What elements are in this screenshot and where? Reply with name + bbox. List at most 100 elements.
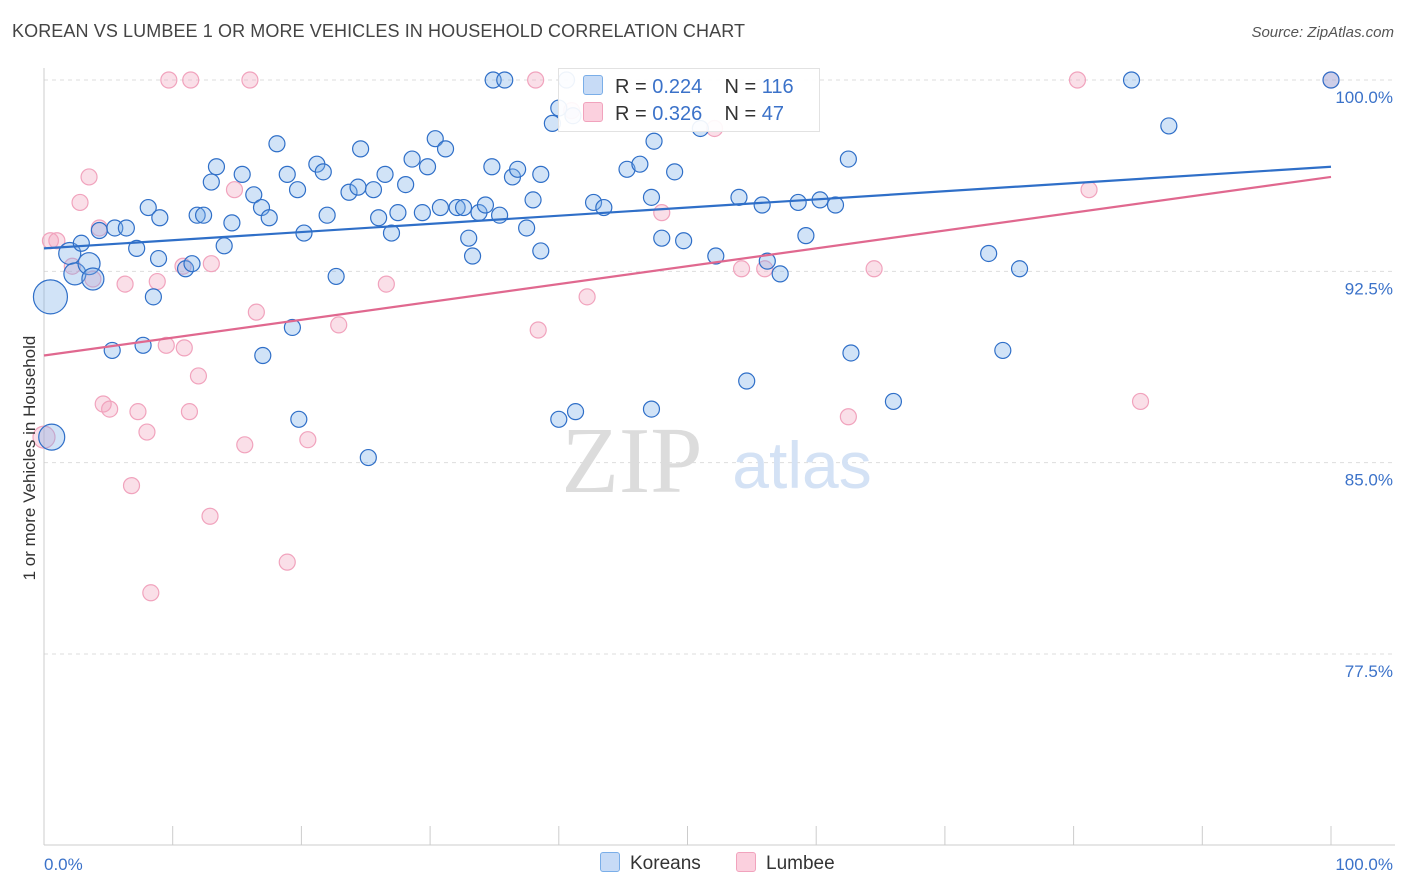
korean-point (653, 229, 671, 247)
y-axis-label: 1 or more Vehicles in Household (20, 335, 39, 581)
lumbee-point (160, 71, 178, 89)
koreans-n-value: 116 (761, 76, 794, 98)
gridlines (44, 79, 1395, 655)
korean-point (496, 71, 514, 89)
korean-point (268, 135, 286, 153)
korean-point (413, 204, 431, 222)
korean-point (753, 196, 771, 214)
lumbee-point (175, 339, 193, 357)
korean-point (183, 255, 201, 273)
watermark: ZIP atlas (562, 409, 872, 513)
korean-point (789, 193, 807, 212)
lumbee-point (865, 260, 883, 278)
koreans-swatch (583, 75, 603, 95)
chart-title: KOREAN VS LUMBEE 1 OR MORE VEHICLES IN H… (12, 21, 746, 41)
korean-point (524, 191, 542, 209)
korean-point (483, 158, 501, 176)
korean-point (364, 181, 383, 199)
lumbee-point (101, 400, 119, 418)
lumbee-point (732, 260, 751, 278)
source-label: Source: ZipAtlas.com (1251, 24, 1394, 41)
bottom-legend-lumbee: Lumbee (736, 852, 835, 876)
korean-point (233, 165, 251, 183)
korean-point (448, 198, 466, 217)
korean-point (340, 183, 358, 201)
korean-point (352, 140, 370, 158)
watermark-atlas: atlas (732, 428, 871, 502)
lumbee-trend-line (43, 175, 1332, 357)
korean-point (426, 130, 444, 148)
lumbee-point (71, 193, 89, 212)
korean-point (476, 196, 495, 214)
korean-point (642, 188, 661, 206)
bottom-lumbee-swatch (736, 852, 756, 872)
korean-point (1010, 260, 1029, 278)
korean-point (532, 242, 550, 260)
korean-point (327, 267, 345, 286)
axes (43, 68, 1395, 846)
lumbee-point (80, 168, 98, 186)
korean-point (884, 392, 903, 411)
korean-point (550, 410, 568, 428)
korean-point (318, 206, 336, 224)
lumbee-point (189, 367, 208, 385)
korean-point (194, 206, 213, 224)
korean-point (207, 158, 226, 176)
lumbee-point (247, 303, 265, 321)
bottom-legend-koreans: Koreans (600, 852, 701, 876)
trend-lines (43, 165, 1332, 357)
korean-point (642, 400, 661, 418)
korean-point (645, 132, 663, 150)
korean-point (90, 221, 108, 240)
korean-point (738, 372, 756, 390)
korean-point (509, 160, 527, 178)
korean-point (376, 165, 394, 183)
y-tick-label: 77.5% (1345, 662, 1393, 681)
korean-point (349, 178, 367, 196)
koreans-r-label: R = (615, 76, 647, 98)
korean-point (566, 403, 585, 421)
lumbee-point (299, 431, 317, 449)
lumbee-point (202, 255, 220, 273)
korean-point (254, 346, 272, 365)
korean-point (144, 288, 162, 306)
korean-point (38, 423, 66, 451)
korean-point (797, 227, 815, 245)
y-tick-label: 100.0% (1335, 88, 1393, 107)
korean-trend-line (43, 165, 1332, 250)
korean-point (460, 229, 478, 247)
lumbee-point (278, 553, 296, 571)
korean-point (290, 410, 308, 428)
korean-point (81, 267, 105, 291)
korean-point (117, 219, 135, 237)
lumbee-r-value: 0.326 (652, 103, 703, 125)
lumbee-point (180, 403, 199, 421)
korean-point (454, 198, 473, 217)
korean-point (463, 247, 482, 265)
korean-point (980, 244, 998, 263)
korean-point (77, 252, 101, 276)
korean-point (675, 232, 693, 250)
korean-point (771, 265, 789, 283)
korean-point (151, 209, 169, 227)
lumbee-point (527, 71, 545, 89)
legend: R = 0.224 N = 116 R = 0.326 N = 47 (558, 68, 820, 132)
lumbee-point (578, 288, 596, 306)
korean-point (370, 209, 388, 227)
lumbee-n-value: 47 (761, 103, 785, 125)
korean-point (1160, 117, 1178, 135)
lumbee-point (377, 275, 395, 293)
korean-point (288, 181, 307, 199)
korean-point (283, 318, 301, 337)
korean-point (532, 165, 550, 183)
lumbee-point (122, 477, 141, 495)
korean-point (139, 198, 157, 217)
korean-point (397, 175, 415, 194)
x-tick-label: 100.0% (1335, 855, 1393, 874)
korean-point (215, 237, 233, 255)
lumbee-point (138, 423, 156, 441)
lumbee-r-label: R = (615, 103, 647, 125)
korean-point (707, 247, 725, 265)
x-tick-label: 0.0% (44, 855, 83, 874)
bottom-lumbee-label: Lumbee (766, 853, 835, 874)
